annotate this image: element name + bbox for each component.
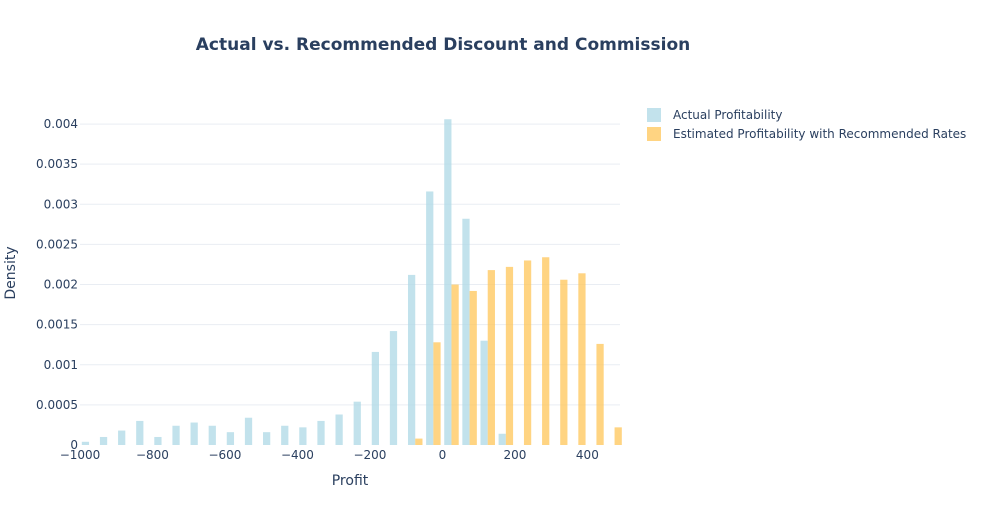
bar-actual xyxy=(462,218,470,445)
bar-actual xyxy=(263,432,271,445)
bar-estimated xyxy=(523,260,532,445)
bar-estimated xyxy=(451,284,459,445)
bar-actual xyxy=(371,351,379,445)
x-tick-label: 0 xyxy=(439,448,447,462)
legend-swatch xyxy=(647,127,661,141)
y-tick-label: 0.001 xyxy=(44,358,78,372)
bar-actual xyxy=(81,441,90,445)
y-axis-title: Density xyxy=(3,246,19,299)
bar-estimated xyxy=(614,427,622,445)
legend-label: Estimated Profitability with Recommended… xyxy=(673,127,966,141)
bar-actual xyxy=(172,425,180,445)
bar-actual xyxy=(335,414,343,445)
x-tick-label: −200 xyxy=(353,448,386,462)
bar-actual xyxy=(498,433,506,445)
bar-actual xyxy=(353,401,361,445)
bar-actual xyxy=(444,119,452,446)
bar-actual xyxy=(480,340,488,445)
bar-estimated xyxy=(542,257,550,445)
bar-estimated xyxy=(433,342,441,445)
x-tick-label: 400 xyxy=(576,448,599,462)
bar-estimated xyxy=(469,290,477,445)
bar-estimated xyxy=(487,270,495,445)
y-tick-label: 0.0025 xyxy=(36,237,78,251)
y-tick-label: 0.0035 xyxy=(36,157,78,171)
bar-actual xyxy=(244,417,253,445)
bars xyxy=(81,119,622,446)
bar-actual xyxy=(226,432,235,445)
y-tick-label: 0.0005 xyxy=(36,398,78,412)
bar-actual xyxy=(208,425,216,445)
bar-actual xyxy=(154,436,162,445)
bar-estimated xyxy=(560,279,568,445)
y-tick-label: 0.003 xyxy=(44,197,78,211)
bar-actual xyxy=(317,420,325,445)
bar-actual xyxy=(118,430,126,445)
y-tick-label: 0.0015 xyxy=(36,318,78,332)
gridlines xyxy=(80,123,620,406)
x-tick-label: −600 xyxy=(208,448,241,462)
y-tick-label: 0.004 xyxy=(44,117,78,131)
bar-actual xyxy=(299,427,307,445)
bar-estimated xyxy=(415,438,423,445)
x-axis-title: Profit xyxy=(332,473,369,489)
bar-actual xyxy=(99,436,108,445)
bar-actual xyxy=(407,274,416,445)
bar-estimated xyxy=(596,343,604,445)
y-tick-label: 0 xyxy=(70,438,78,452)
x-tick-label: 200 xyxy=(503,448,526,462)
bar-actual xyxy=(190,422,198,445)
legend-swatch xyxy=(647,108,661,122)
bar-actual xyxy=(426,191,434,445)
bar-actual xyxy=(389,331,398,445)
chart-title: Actual vs. Recommended Discount and Comm… xyxy=(196,35,690,55)
legend: Actual Profitability Estimated Profitabil… xyxy=(647,108,966,141)
x-tick-label: −800 xyxy=(136,448,169,462)
x-axis-ticks: −1000 −800 −600 −400 −200 0 200 400 xyxy=(60,448,599,462)
legend-label: Actual Profitability xyxy=(673,108,783,122)
bar-estimated xyxy=(578,273,586,445)
x-tick-label: −1000 xyxy=(60,448,101,462)
x-tick-label: −400 xyxy=(281,448,314,462)
bar-estimated xyxy=(505,266,514,445)
y-tick-label: 0.002 xyxy=(44,278,78,292)
y-axis-ticks: 0 0.0005 0.001 0.0015 0.002 0.0025 0.003 0.0035… xyxy=(36,117,78,452)
bar-actual xyxy=(136,420,144,445)
bar-actual xyxy=(281,425,289,445)
